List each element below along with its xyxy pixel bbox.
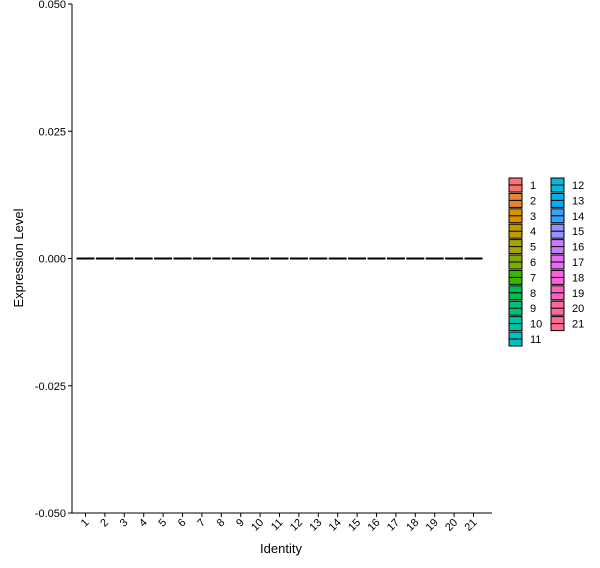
legend-label: 7 xyxy=(530,272,536,284)
x-tick-label: 14 xyxy=(327,517,344,534)
x-tick-label: 21 xyxy=(462,517,479,534)
y-tick-label: 0.000 xyxy=(38,254,66,266)
x-tick-label: 4 xyxy=(137,517,150,530)
x-tick-label: 17 xyxy=(385,517,402,534)
legend-label: 21 xyxy=(572,319,584,331)
x-axis-title: Identity xyxy=(260,541,302,556)
legend-label: 17 xyxy=(572,257,584,269)
y-tick-label: -0.050 xyxy=(35,508,66,520)
x-tick-label: 19 xyxy=(424,517,441,534)
x-tick-label: 6 xyxy=(176,517,189,530)
legend-label: 8 xyxy=(530,288,536,300)
legend-label: 5 xyxy=(530,242,536,254)
legend-label: 20 xyxy=(572,303,584,315)
x-tick-label: 7 xyxy=(195,517,208,530)
x-tick-label: 11 xyxy=(269,517,286,534)
legend-label: 14 xyxy=(572,211,584,223)
x-tick-label: 9 xyxy=(234,517,247,530)
legend-label: 11 xyxy=(530,334,541,346)
y-tick-label: 0.050 xyxy=(38,0,66,11)
x-tick-label: 5 xyxy=(156,517,169,530)
x-tick-label: 13 xyxy=(307,517,324,534)
y-axis: 0.050 0.025 0.000 -0.025 -0.050 xyxy=(35,0,73,520)
legend-label: 18 xyxy=(572,272,584,284)
legend-label: 12 xyxy=(572,180,584,192)
x-tick-label: 16 xyxy=(365,517,382,534)
x-tick-label: 15 xyxy=(346,517,363,534)
legend-label: 15 xyxy=(572,226,584,238)
legend-label: 9 xyxy=(530,303,536,315)
legend-label: 6 xyxy=(530,257,536,269)
legend-label: 2 xyxy=(530,195,536,207)
legend-label: 10 xyxy=(530,319,542,331)
y-tick-label: -0.025 xyxy=(35,381,66,393)
x-tick-label: 2 xyxy=(98,517,111,530)
x-tick-label: 8 xyxy=(215,517,228,530)
legend-label: 19 xyxy=(572,288,584,300)
x-tick-label: 3 xyxy=(118,517,131,530)
x-tick-label: 18 xyxy=(404,517,421,534)
y-tick-label: 0.025 xyxy=(38,126,66,138)
legend-label: 1 xyxy=(530,180,536,192)
x-tick-label: 1 xyxy=(79,517,92,530)
legend-label: 13 xyxy=(572,195,584,207)
x-axis: 1 2 3 4 5 6 7 8 9 10 11 12 13 14 15 16 17 18 19 20 21 xyxy=(72,512,492,534)
y-axis-title: Expression Level xyxy=(11,208,26,307)
legend-label: 3 xyxy=(530,211,536,223)
legend-label: 16 xyxy=(572,242,584,254)
x-tick-label: 20 xyxy=(443,517,460,534)
x-tick-label: 12 xyxy=(288,517,305,534)
x-tick-label: 10 xyxy=(249,517,266,534)
legend-label: 4 xyxy=(530,226,536,238)
